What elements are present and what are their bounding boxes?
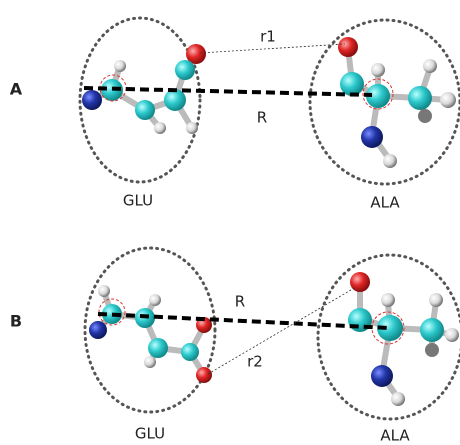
panel-a: A r1 R GLU ALA (10, 18, 460, 212)
distance-label: R (235, 293, 245, 311)
panel-label: B (10, 312, 22, 331)
contact-line (208, 287, 356, 374)
distance-line (84, 88, 372, 95)
residue-label: ALA (380, 427, 410, 445)
residue-label: GLU (135, 425, 165, 443)
contact-label: r2 (247, 353, 263, 371)
panel-b: B R r2 GLU ALA (10, 248, 460, 445)
distance-label: R (257, 109, 267, 127)
molecule-diagram: A r1 R GLU ALA B R r2 GLU ALA (0, 0, 460, 445)
ala-molecule (348, 272, 459, 406)
contact-label: r1 (260, 28, 276, 46)
panel-label: A (10, 80, 23, 99)
ala-molecule (338, 37, 456, 168)
residue-label: GLU (123, 192, 153, 210)
residue-label: ALA (370, 194, 400, 212)
glu-molecule (89, 285, 212, 383)
